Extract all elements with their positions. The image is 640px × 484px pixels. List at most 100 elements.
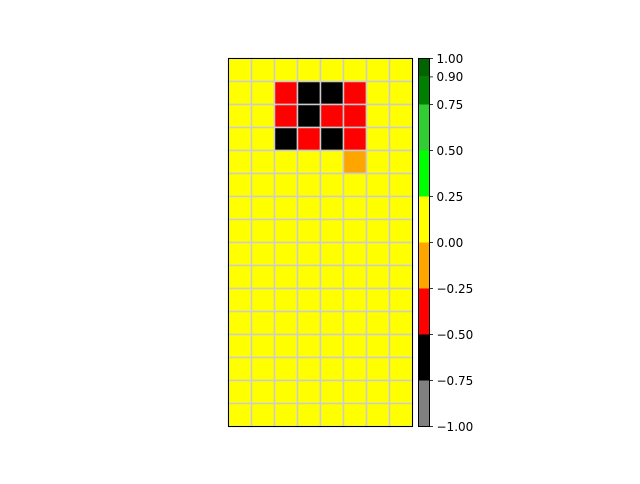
heatmap-cell-r8-c7 bbox=[390, 243, 413, 266]
colorbar-bin-5 bbox=[419, 151, 430, 197]
heatmap-cell-r13-c2 bbox=[275, 358, 298, 381]
heatmap-cell-r10-c2 bbox=[275, 289, 298, 312]
colorbar-tick-label-9: −1.00 bbox=[437, 420, 474, 434]
heatmap-cell-r6-c2 bbox=[275, 197, 298, 220]
heatmap-cell-r2-c3 bbox=[298, 105, 321, 128]
heatmap-cell-r5-c4 bbox=[321, 174, 344, 197]
heatmap-cell-r0-c7 bbox=[390, 59, 413, 82]
heatmap-cell-r6-c7 bbox=[390, 197, 413, 220]
heatmap-cell-r3-c0 bbox=[229, 128, 252, 151]
heatmap-cell-r14-c5 bbox=[344, 381, 367, 404]
heatmap-cell-r13-c6 bbox=[367, 358, 390, 381]
heatmap-cell-r3-c4 bbox=[321, 128, 344, 151]
heatmap-cell-r4-c1 bbox=[252, 151, 275, 174]
heatmap-cell-r4-c0 bbox=[229, 151, 252, 174]
colorbar-tick-label-7: −0.50 bbox=[437, 328, 474, 342]
heatmap-cell-r9-c6 bbox=[367, 266, 390, 289]
heatmap-cell-r3-c3 bbox=[298, 128, 321, 151]
heatmap-cell-r6-c5 bbox=[344, 197, 367, 220]
heatmap-cell-r9-c0 bbox=[229, 266, 252, 289]
heatmap-cell-r8-c1 bbox=[252, 243, 275, 266]
heatmap-cell-r10-c3 bbox=[298, 289, 321, 312]
heatmap-cell-r15-c4 bbox=[321, 404, 344, 427]
heatmap-cell-r9-c7 bbox=[390, 266, 413, 289]
heatmap-cell-r10-c4 bbox=[321, 289, 344, 312]
heatmap-cell-r9-c2 bbox=[275, 266, 298, 289]
heatmap-cell-r2-c0 bbox=[229, 105, 252, 128]
heatmap-cell-r11-c1 bbox=[252, 312, 275, 335]
heatmap-cell-r3-c2 bbox=[275, 128, 298, 151]
heatmap-cell-r14-c4 bbox=[321, 381, 344, 404]
colorbar-tick-label-3: 0.50 bbox=[437, 144, 464, 158]
heatmap-cell-r3-c5 bbox=[344, 128, 367, 151]
heatmap-cell-r7-c6 bbox=[367, 220, 390, 243]
heatmap-cell-r4-c3 bbox=[298, 151, 321, 174]
heatmap-cell-r0-c2 bbox=[275, 59, 298, 82]
heatmap-cell-r10-c7 bbox=[390, 289, 413, 312]
heatmap-cell-r9-c1 bbox=[252, 266, 275, 289]
heatmap-cell-r13-c4 bbox=[321, 358, 344, 381]
heatmap-cell-r15-c5 bbox=[344, 404, 367, 427]
heatmap-cell-r1-c0 bbox=[229, 82, 252, 105]
heatmap-cell-r8-c5 bbox=[344, 243, 367, 266]
heatmap-cell-r3-c6 bbox=[367, 128, 390, 151]
heatmap-cell-r9-c3 bbox=[298, 266, 321, 289]
heatmap-cell-r6-c1 bbox=[252, 197, 275, 220]
heatmap-cell-r0-c3 bbox=[298, 59, 321, 82]
heatmap-cell-r5-c3 bbox=[298, 174, 321, 197]
colorbar-bin-4 bbox=[419, 197, 430, 243]
heatmap-cell-r8-c4 bbox=[321, 243, 344, 266]
heatmap-cell-r7-c7 bbox=[390, 220, 413, 243]
heatmap-cell-r12-c5 bbox=[344, 335, 367, 358]
heatmap-cell-r5-c1 bbox=[252, 174, 275, 197]
colorbar bbox=[419, 59, 430, 427]
colorbar-tick-label-8: −0.75 bbox=[437, 374, 474, 388]
colorbar-tick-label-5: 0.00 bbox=[437, 236, 464, 250]
heatmap-cell-r5-c0 bbox=[229, 174, 252, 197]
heatmap-cell-r2-c6 bbox=[367, 105, 390, 128]
heatmap-cell-r5-c5 bbox=[344, 174, 367, 197]
heatmap-cell-r1-c6 bbox=[367, 82, 390, 105]
heatmap-cell-r12-c4 bbox=[321, 335, 344, 358]
heatmap-cell-r3-c1 bbox=[252, 128, 275, 151]
heatmap-cell-r11-c0 bbox=[229, 312, 252, 335]
heatmap-cell-r7-c0 bbox=[229, 220, 252, 243]
heatmap-cell-r15-c0 bbox=[229, 404, 252, 427]
colorbar-tick-label-2: 0.75 bbox=[437, 98, 464, 112]
heatmap-cell-r14-c2 bbox=[275, 381, 298, 404]
heatmap-cell-r13-c5 bbox=[344, 358, 367, 381]
colorbar-bin-0 bbox=[419, 381, 430, 427]
heatmap-cell-r13-c1 bbox=[252, 358, 275, 381]
heatmap-cell-r5-c2 bbox=[275, 174, 298, 197]
heatmap-cell-r6-c4 bbox=[321, 197, 344, 220]
heatmap-cell-r12-c6 bbox=[367, 335, 390, 358]
heatmap-cell-r0-c1 bbox=[252, 59, 275, 82]
heatmap-cell-r1-c2 bbox=[275, 82, 298, 105]
heatmap-cell-r0-c0 bbox=[229, 59, 252, 82]
heatmap-cell-r9-c5 bbox=[344, 266, 367, 289]
heatmap-cell-r0-c6 bbox=[367, 59, 390, 82]
heatmap-cell-r11-c5 bbox=[344, 312, 367, 335]
heatmap-cell-r14-c7 bbox=[390, 381, 413, 404]
heatmap-cell-r8-c0 bbox=[229, 243, 252, 266]
heatmap-cell-r11-c3 bbox=[298, 312, 321, 335]
heatmap-cell-r5-c7 bbox=[390, 174, 413, 197]
heatmap-cell-r10-c0 bbox=[229, 289, 252, 312]
heatmap-cell-r9-c4 bbox=[321, 266, 344, 289]
heatmap-cells bbox=[229, 59, 413, 427]
heatmap-cell-r1-c5 bbox=[344, 82, 367, 105]
colorbar-bin-3 bbox=[419, 243, 430, 289]
heatmap-cell-r10-c5 bbox=[344, 289, 367, 312]
heatmap-cell-r4-c2 bbox=[275, 151, 298, 174]
heatmap-cell-r11-c4 bbox=[321, 312, 344, 335]
colorbar-tick-label-6: −0.25 bbox=[437, 282, 474, 296]
heatmap-cell-r11-c7 bbox=[390, 312, 413, 335]
heatmap-cell-r5-c6 bbox=[367, 174, 390, 197]
heatmap-cell-r6-c3 bbox=[298, 197, 321, 220]
heatmap-cell-r0-c4 bbox=[321, 59, 344, 82]
heatmap-cell-r7-c3 bbox=[298, 220, 321, 243]
heatmap-cell-r13-c7 bbox=[390, 358, 413, 381]
heatmap-cell-r14-c0 bbox=[229, 381, 252, 404]
heatmap-cell-r13-c0 bbox=[229, 358, 252, 381]
heatmap-cell-r4-c7 bbox=[390, 151, 413, 174]
